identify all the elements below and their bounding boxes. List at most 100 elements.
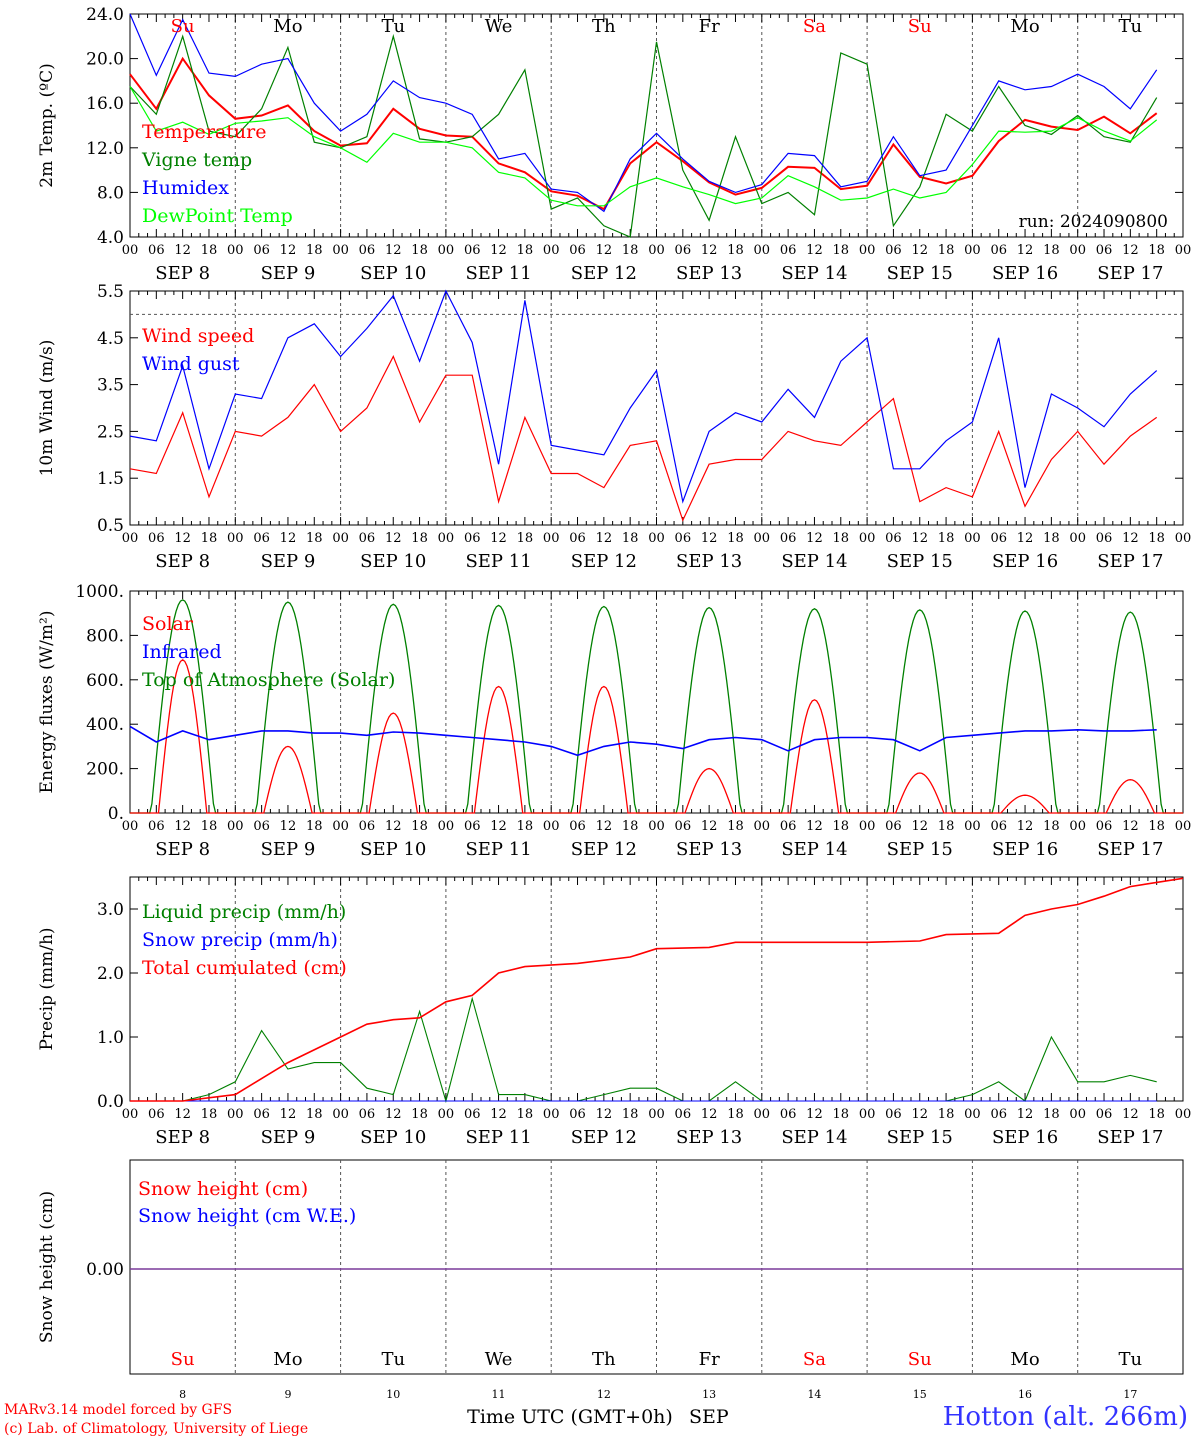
hour-tick-label: 12 [1017, 243, 1034, 258]
hour-tick-label: 00 [1175, 243, 1192, 258]
hour-tick-label: 12 [911, 1107, 928, 1122]
hour-tick-label: 18 [938, 819, 955, 834]
y-tick-label: 1.0 [97, 1028, 124, 1048]
hour-tick-label: 18 [517, 1107, 534, 1122]
y-tick-label: 3.0 [97, 900, 124, 920]
weekday-label: We [485, 1349, 513, 1370]
date-label: SEP 8 [155, 263, 210, 284]
weekday-label: Su [171, 16, 195, 37]
hour-tick-label: 18 [833, 531, 850, 546]
hour-tick-label: 18 [306, 531, 323, 546]
hour-tick-label: 06 [569, 531, 586, 546]
hour-tick-label: 00 [438, 1107, 455, 1122]
hour-tick-label: 12 [596, 819, 613, 834]
y-tick-label: 0.5 [97, 516, 124, 536]
hour-tick-label: 00 [122, 819, 139, 834]
legend-entry: Vigne temp [141, 149, 252, 171]
hour-tick-label: 06 [569, 243, 586, 258]
hour-tick-label: 00 [754, 1107, 771, 1122]
legend-entry: DewPoint Temp [142, 205, 293, 227]
weekday-label: Mo [273, 1349, 302, 1370]
hour-tick-label: 18 [517, 819, 534, 834]
date-label: SEP 12 [571, 551, 637, 572]
weekday-label: Th [592, 16, 616, 37]
weekday-label: We [485, 16, 513, 37]
legend-entry: Total cumulated (cm) [142, 957, 347, 979]
hour-tick-label: 06 [780, 819, 797, 834]
hour-tick-label: 00 [859, 243, 876, 258]
hour-tick-label: 18 [622, 531, 639, 546]
series-line-0 [129, 56, 1158, 211]
hour-tick-label: 00 [754, 531, 771, 546]
date-label: SEP 11 [465, 551, 531, 572]
hour-tick-label: 18 [306, 819, 323, 834]
hour-tick-label: 18 [517, 531, 534, 546]
date-label: SEP 15 [887, 839, 953, 860]
y-axis-label: 2m Temp. (ºC) [37, 63, 57, 188]
date-label: SEP 13 [676, 263, 742, 284]
weekday-label: Su [908, 1349, 932, 1370]
hour-tick-label: 12 [280, 531, 297, 546]
y-tick-label: 0.0 [97, 1092, 124, 1112]
hour-tick-label: 18 [306, 1107, 323, 1122]
hour-tick-label: 12 [280, 819, 297, 834]
weekday-label: Tu [381, 16, 405, 37]
day-number: 17 [1123, 1388, 1137, 1401]
hour-tick-label: 06 [990, 819, 1007, 834]
hour-tick-label: 12 [1017, 531, 1034, 546]
hour-tick-label: 06 [675, 243, 692, 258]
weekday-label: Su [171, 1349, 195, 1370]
weekday-label: Th [592, 1349, 616, 1370]
hour-tick-label: 12 [806, 243, 823, 258]
hour-tick-label: 12 [385, 819, 402, 834]
hour-tick-label: 00 [332, 243, 349, 258]
hour-tick-label: 18 [306, 243, 323, 258]
date-label: SEP 14 [781, 551, 847, 572]
weekday-label: Su [908, 16, 932, 37]
hour-tick-label: 12 [385, 531, 402, 546]
series-line-2 [129, 13, 1158, 213]
hour-tick-label: 06 [885, 531, 902, 546]
hour-tick-label: 18 [411, 819, 428, 834]
y-tick-label: 600. [86, 671, 124, 691]
copyright-credit: (c) Lab. of Climatology, University of L… [4, 1421, 309, 1437]
hour-tick-label: 06 [148, 531, 165, 546]
hour-tick-label: 18 [1043, 819, 1060, 834]
hour-tick-label: 00 [648, 819, 665, 834]
hour-tick-label: 06 [1096, 531, 1113, 546]
hour-tick-label: 18 [938, 531, 955, 546]
y-axis-label: 10m Wind (m/s) [37, 340, 57, 477]
date-label: SEP 13 [676, 551, 742, 572]
series-line-3 [129, 86, 1158, 207]
day-number: 11 [492, 1388, 506, 1401]
hour-tick-label: 00 [859, 819, 876, 834]
hour-tick-label: 12 [490, 243, 507, 258]
y-tick-label: 1.5 [97, 469, 124, 489]
date-label: SEP 16 [992, 839, 1058, 860]
date-label: SEP 10 [360, 1127, 426, 1148]
weekday-label: Tu [1119, 16, 1143, 37]
hour-tick-label: 06 [885, 243, 902, 258]
date-label: SEP 9 [261, 551, 316, 572]
date-label: SEP 15 [887, 1127, 953, 1148]
hour-tick-label: 06 [569, 819, 586, 834]
hour-tick-label: 12 [174, 531, 191, 546]
legend-entry: Infrared [142, 641, 222, 663]
day-number: 13 [702, 1388, 716, 1401]
hour-tick-label: 12 [911, 243, 928, 258]
date-label: SEP 9 [261, 263, 316, 284]
hour-tick-label: 06 [148, 819, 165, 834]
date-label: SEP 17 [1097, 263, 1163, 284]
hour-tick-label: 00 [543, 243, 560, 258]
legend-entry: Liquid precip (mm/h) [142, 901, 346, 923]
y-tick-label: 1000. [75, 582, 124, 602]
hour-tick-label: 18 [411, 531, 428, 546]
hour-tick-label: 00 [964, 1107, 981, 1122]
hour-tick-label: 00 [964, 819, 981, 834]
hour-tick-label: 06 [253, 531, 270, 546]
hour-tick-label: 00 [332, 819, 349, 834]
hour-tick-label: 12 [1017, 819, 1034, 834]
hour-tick-label: 12 [174, 243, 191, 258]
y-tick-label: 3.5 [97, 376, 124, 396]
hour-tick-label: 00 [438, 819, 455, 834]
